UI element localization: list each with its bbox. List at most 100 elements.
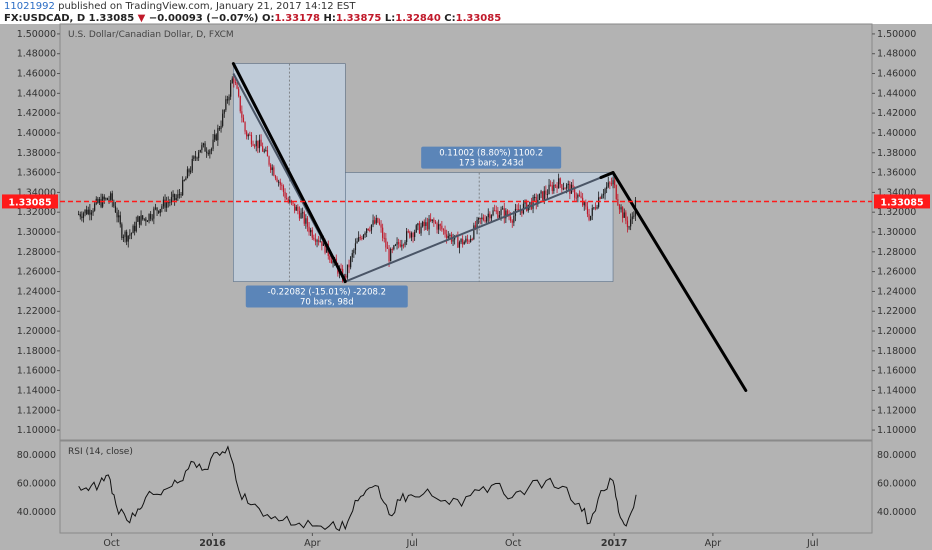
y-tick-label: 1.44000 (877, 88, 916, 99)
y-tick-label: 1.42000 (877, 108, 916, 119)
candle-body (614, 180, 616, 186)
username[interactable]: 11021992 (4, 1, 55, 12)
candle-body (628, 226, 630, 228)
candle-body (218, 128, 221, 130)
candle-body (295, 206, 297, 211)
candle-body (196, 157, 198, 159)
y-tick-label: 1.46000 (877, 69, 916, 80)
candle-body (458, 242, 461, 248)
candle-body (428, 218, 430, 230)
candle-body (532, 197, 534, 209)
last-price: 1.33085 (88, 13, 135, 24)
candle-body (540, 191, 542, 194)
y-tick-label: 1.22000 (17, 306, 56, 317)
y-tick-label: 1.28000 (877, 247, 916, 258)
chart-background (0, 24, 932, 550)
candle-body (225, 99, 227, 110)
y-tick-label: 1.26000 (877, 267, 916, 278)
y-tick-label: 1.20000 (17, 326, 56, 337)
y-tick-label: 1.12000 (877, 405, 916, 416)
candle-body (310, 229, 312, 233)
candle-body (358, 237, 360, 242)
publish-text: published on TradingView.com, January 21… (58, 1, 356, 12)
high-value: 1.33875 (335, 13, 382, 24)
candle-body (236, 82, 238, 89)
candle-body (146, 220, 149, 222)
candle-body (270, 164, 272, 171)
candle-body (302, 212, 304, 214)
candle-body (492, 210, 494, 216)
candle-body (154, 207, 157, 209)
candle-body (150, 213, 152, 219)
candle-body (303, 212, 305, 224)
candle-body (554, 184, 557, 186)
y-tick-label: 1.10000 (877, 425, 916, 436)
candle-body (370, 224, 373, 231)
candle-body (452, 239, 454, 242)
projection-line (611, 171, 748, 392)
candle-body (105, 198, 107, 200)
projection-connector (599, 171, 615, 180)
candle-body (417, 223, 419, 226)
candle-body (465, 238, 467, 243)
candle-body (130, 233, 133, 235)
candle-body (329, 255, 331, 261)
candle-body (298, 211, 301, 219)
candle-body (212, 139, 214, 149)
candle-body (490, 215, 493, 219)
measure-label-box (421, 146, 562, 169)
candle-body (201, 145, 203, 150)
candle-body (321, 241, 323, 246)
y-tick-label: 1.12000 (17, 405, 56, 416)
projection-line (231, 62, 347, 284)
y-tick-label: 1.10000 (17, 425, 56, 436)
candle-body (86, 209, 88, 215)
candle-body (433, 219, 435, 222)
candle-body (364, 232, 366, 235)
candle-body (242, 117, 245, 123)
candle-body (590, 215, 592, 220)
candle-body (609, 182, 611, 184)
candle-body (276, 178, 278, 182)
candle-body (249, 134, 251, 136)
y-tick-label: 1.34000 (17, 187, 56, 198)
candle-body (286, 198, 288, 200)
candle-body (134, 225, 136, 232)
candle-body (103, 196, 105, 200)
candle-body (572, 184, 574, 188)
candle-body (135, 221, 137, 232)
candle-body (377, 218, 379, 223)
candle-body (111, 193, 113, 203)
candle-body (207, 152, 209, 155)
measure-label-line1: 0.11002 (8.80%) 1100.2 (439, 149, 543, 159)
candle-body (246, 131, 248, 137)
y-tick-label: 1.42000 (17, 108, 56, 119)
rsi-tick-label: 60.0000 (17, 478, 56, 489)
candle-body (385, 238, 387, 248)
candle-body (185, 178, 187, 181)
candle-body (409, 231, 411, 238)
candle-body (607, 182, 609, 187)
candle-body (330, 260, 333, 264)
candle-body (222, 113, 224, 126)
candle-body (476, 219, 478, 229)
candle-body (631, 216, 633, 220)
candle-body (129, 234, 131, 236)
candle-body (410, 233, 413, 238)
y-tick-label: 1.34000 (877, 187, 916, 198)
candle-body (300, 212, 302, 219)
candle-body (615, 185, 617, 200)
candle-body (510, 216, 512, 221)
candle-body (418, 223, 421, 234)
candle-body (162, 199, 165, 207)
candle-body (161, 206, 163, 210)
candle-body (596, 206, 598, 209)
candle-body (550, 184, 552, 186)
candle-body (175, 198, 177, 201)
candle-body (351, 253, 353, 258)
candle-body (486, 217, 488, 222)
candle-body (113, 202, 115, 207)
candle-body (422, 221, 424, 227)
candle-body (593, 207, 595, 209)
